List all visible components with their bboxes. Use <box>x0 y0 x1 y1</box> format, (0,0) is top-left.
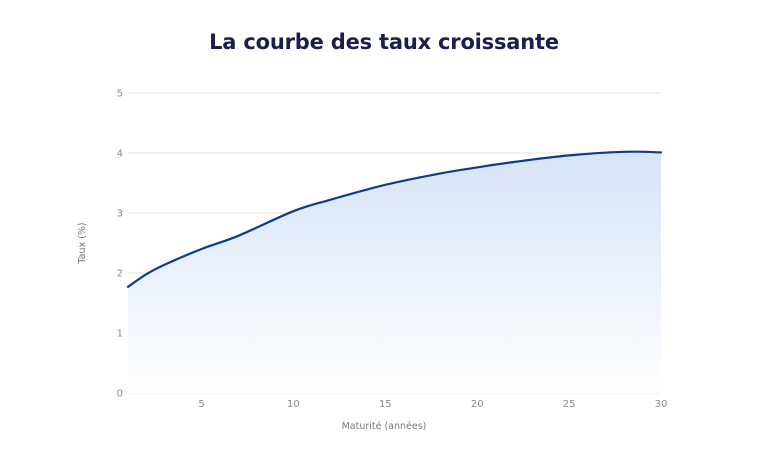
x-tick-label: 5 <box>198 399 204 410</box>
y-axis-label: Taux (%) <box>77 222 88 264</box>
y-tick-label: 4 <box>117 149 123 160</box>
rate-curve-line <box>126 150 663 288</box>
y-tick-label: 2 <box>117 269 123 280</box>
x-tick-label: 25 <box>563 399 576 410</box>
chart-title: La courbe des taux croissante <box>209 30 559 54</box>
y-tick-label: 5 <box>117 89 123 100</box>
x-tick-label: 15 <box>379 399 392 410</box>
x-tick-label: 10 <box>287 399 300 410</box>
y-axis-ticks: 0 1 2 3 4 5 <box>117 89 123 400</box>
y-tick-label: 0 <box>117 389 123 400</box>
y-tick-label: 3 <box>117 209 123 220</box>
x-axis-ticks: 5 10 15 20 25 30 <box>198 399 667 410</box>
y-tick-label: 1 <box>117 329 123 340</box>
x-axis-label: Maturité (années) <box>342 421 427 432</box>
x-tick-label: 20 <box>471 399 484 410</box>
x-tick-label: 30 <box>655 399 668 410</box>
area-fill <box>128 151 661 393</box>
